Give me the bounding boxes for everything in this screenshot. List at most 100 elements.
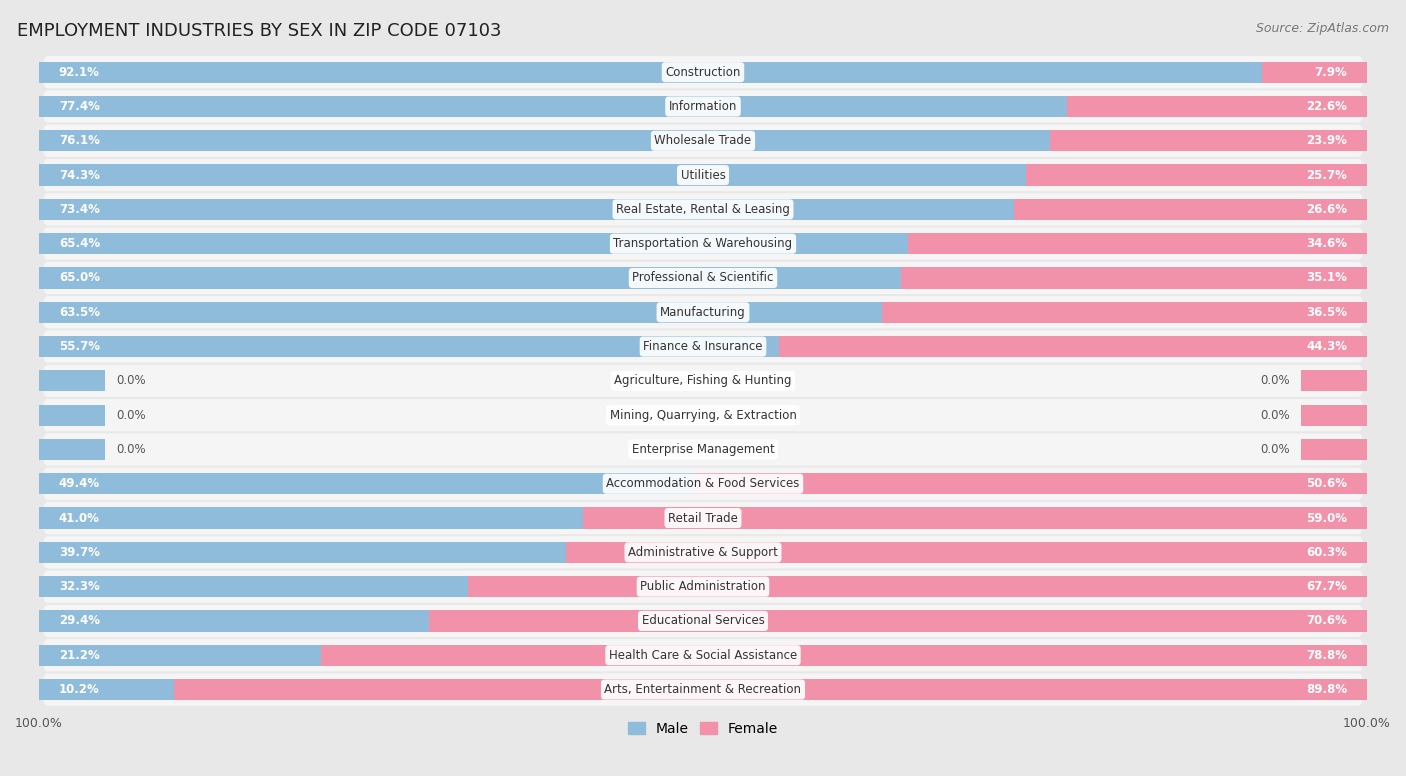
Text: Arts, Entertainment & Recreation: Arts, Entertainment & Recreation: [605, 683, 801, 696]
Text: 0.0%: 0.0%: [1260, 409, 1291, 421]
Bar: [174, 679, 1367, 700]
Bar: [39, 199, 1014, 220]
Text: Manufacturing: Manufacturing: [661, 306, 745, 319]
Text: 32.3%: 32.3%: [59, 580, 100, 593]
Text: Information: Information: [669, 100, 737, 113]
Text: Administrative & Support: Administrative & Support: [628, 546, 778, 559]
FancyBboxPatch shape: [42, 536, 1364, 569]
Text: Public Administration: Public Administration: [640, 580, 766, 593]
FancyBboxPatch shape: [42, 159, 1364, 191]
Legend: Male, Female: Male, Female: [623, 716, 783, 741]
Text: 67.7%: 67.7%: [1306, 580, 1347, 593]
Bar: [39, 302, 883, 323]
Text: Finance & Insurance: Finance & Insurance: [644, 340, 762, 353]
Bar: [39, 679, 174, 700]
Bar: [39, 576, 468, 598]
Text: 44.3%: 44.3%: [1306, 340, 1347, 353]
Text: 89.8%: 89.8%: [1306, 683, 1347, 696]
FancyBboxPatch shape: [42, 193, 1364, 226]
Bar: [39, 438, 105, 460]
Text: 23.9%: 23.9%: [1306, 134, 1347, 147]
Text: 25.7%: 25.7%: [1306, 168, 1347, 182]
Text: 22.6%: 22.6%: [1306, 100, 1347, 113]
Bar: [39, 508, 583, 528]
Bar: [1301, 370, 1367, 391]
Bar: [39, 61, 1263, 83]
FancyBboxPatch shape: [42, 296, 1364, 328]
Bar: [39, 473, 695, 494]
Bar: [901, 268, 1367, 289]
Text: 0.0%: 0.0%: [1260, 443, 1291, 456]
Text: 76.1%: 76.1%: [59, 134, 100, 147]
Text: Professional & Scientific: Professional & Scientific: [633, 272, 773, 285]
Bar: [907, 233, 1367, 255]
Text: Enterprise Management: Enterprise Management: [631, 443, 775, 456]
Bar: [567, 542, 1367, 563]
Bar: [39, 542, 567, 563]
Text: 0.0%: 0.0%: [1260, 374, 1291, 387]
Bar: [468, 576, 1367, 598]
FancyBboxPatch shape: [42, 331, 1364, 362]
Bar: [39, 165, 1026, 185]
Text: 74.3%: 74.3%: [59, 168, 100, 182]
Text: 36.5%: 36.5%: [1306, 306, 1347, 319]
Text: 0.0%: 0.0%: [115, 374, 146, 387]
Text: Health Care & Social Assistance: Health Care & Social Assistance: [609, 649, 797, 662]
Text: 78.8%: 78.8%: [1306, 649, 1347, 662]
Text: Real Estate, Rental & Leasing: Real Estate, Rental & Leasing: [616, 203, 790, 216]
Text: 63.5%: 63.5%: [59, 306, 100, 319]
Bar: [583, 508, 1367, 528]
Text: Retail Trade: Retail Trade: [668, 511, 738, 525]
Bar: [695, 473, 1367, 494]
Bar: [1263, 61, 1367, 83]
FancyBboxPatch shape: [42, 468, 1364, 500]
Text: 41.0%: 41.0%: [59, 511, 100, 525]
Bar: [1301, 438, 1367, 460]
Text: 59.0%: 59.0%: [1306, 511, 1347, 525]
FancyBboxPatch shape: [42, 399, 1364, 431]
Text: 73.4%: 73.4%: [59, 203, 100, 216]
Text: 65.0%: 65.0%: [59, 272, 100, 285]
Text: 50.6%: 50.6%: [1306, 477, 1347, 490]
Text: Utilities: Utilities: [681, 168, 725, 182]
FancyBboxPatch shape: [42, 227, 1364, 260]
FancyBboxPatch shape: [42, 56, 1364, 88]
Bar: [39, 404, 105, 426]
Bar: [429, 610, 1367, 632]
Bar: [1067, 96, 1367, 117]
Bar: [39, 610, 429, 632]
Bar: [883, 302, 1367, 323]
Text: 0.0%: 0.0%: [115, 409, 146, 421]
Text: 26.6%: 26.6%: [1306, 203, 1347, 216]
Text: 35.1%: 35.1%: [1306, 272, 1347, 285]
Bar: [39, 645, 321, 666]
FancyBboxPatch shape: [42, 262, 1364, 294]
Bar: [39, 336, 779, 357]
FancyBboxPatch shape: [42, 674, 1364, 705]
Text: Construction: Construction: [665, 66, 741, 78]
Bar: [1050, 130, 1367, 151]
Text: 21.2%: 21.2%: [59, 649, 100, 662]
Text: Transportation & Warehousing: Transportation & Warehousing: [613, 237, 793, 250]
Text: EMPLOYMENT INDUSTRIES BY SEX IN ZIP CODE 07103: EMPLOYMENT INDUSTRIES BY SEX IN ZIP CODE…: [17, 22, 502, 40]
Bar: [1014, 199, 1367, 220]
Text: Mining, Quarrying, & Extraction: Mining, Quarrying, & Extraction: [610, 409, 796, 421]
FancyBboxPatch shape: [42, 125, 1364, 157]
Text: 60.3%: 60.3%: [1306, 546, 1347, 559]
Text: Educational Services: Educational Services: [641, 615, 765, 628]
FancyBboxPatch shape: [42, 570, 1364, 603]
Bar: [321, 645, 1367, 666]
Text: 0.0%: 0.0%: [115, 443, 146, 456]
Bar: [39, 233, 907, 255]
Text: 77.4%: 77.4%: [59, 100, 100, 113]
Text: Wholesale Trade: Wholesale Trade: [654, 134, 752, 147]
Text: 65.4%: 65.4%: [59, 237, 100, 250]
Text: 34.6%: 34.6%: [1306, 237, 1347, 250]
Bar: [779, 336, 1367, 357]
Text: 92.1%: 92.1%: [59, 66, 100, 78]
Text: 39.7%: 39.7%: [59, 546, 100, 559]
FancyBboxPatch shape: [42, 605, 1364, 637]
Text: 29.4%: 29.4%: [59, 615, 100, 628]
Text: Agriculture, Fishing & Hunting: Agriculture, Fishing & Hunting: [614, 374, 792, 387]
FancyBboxPatch shape: [42, 502, 1364, 534]
